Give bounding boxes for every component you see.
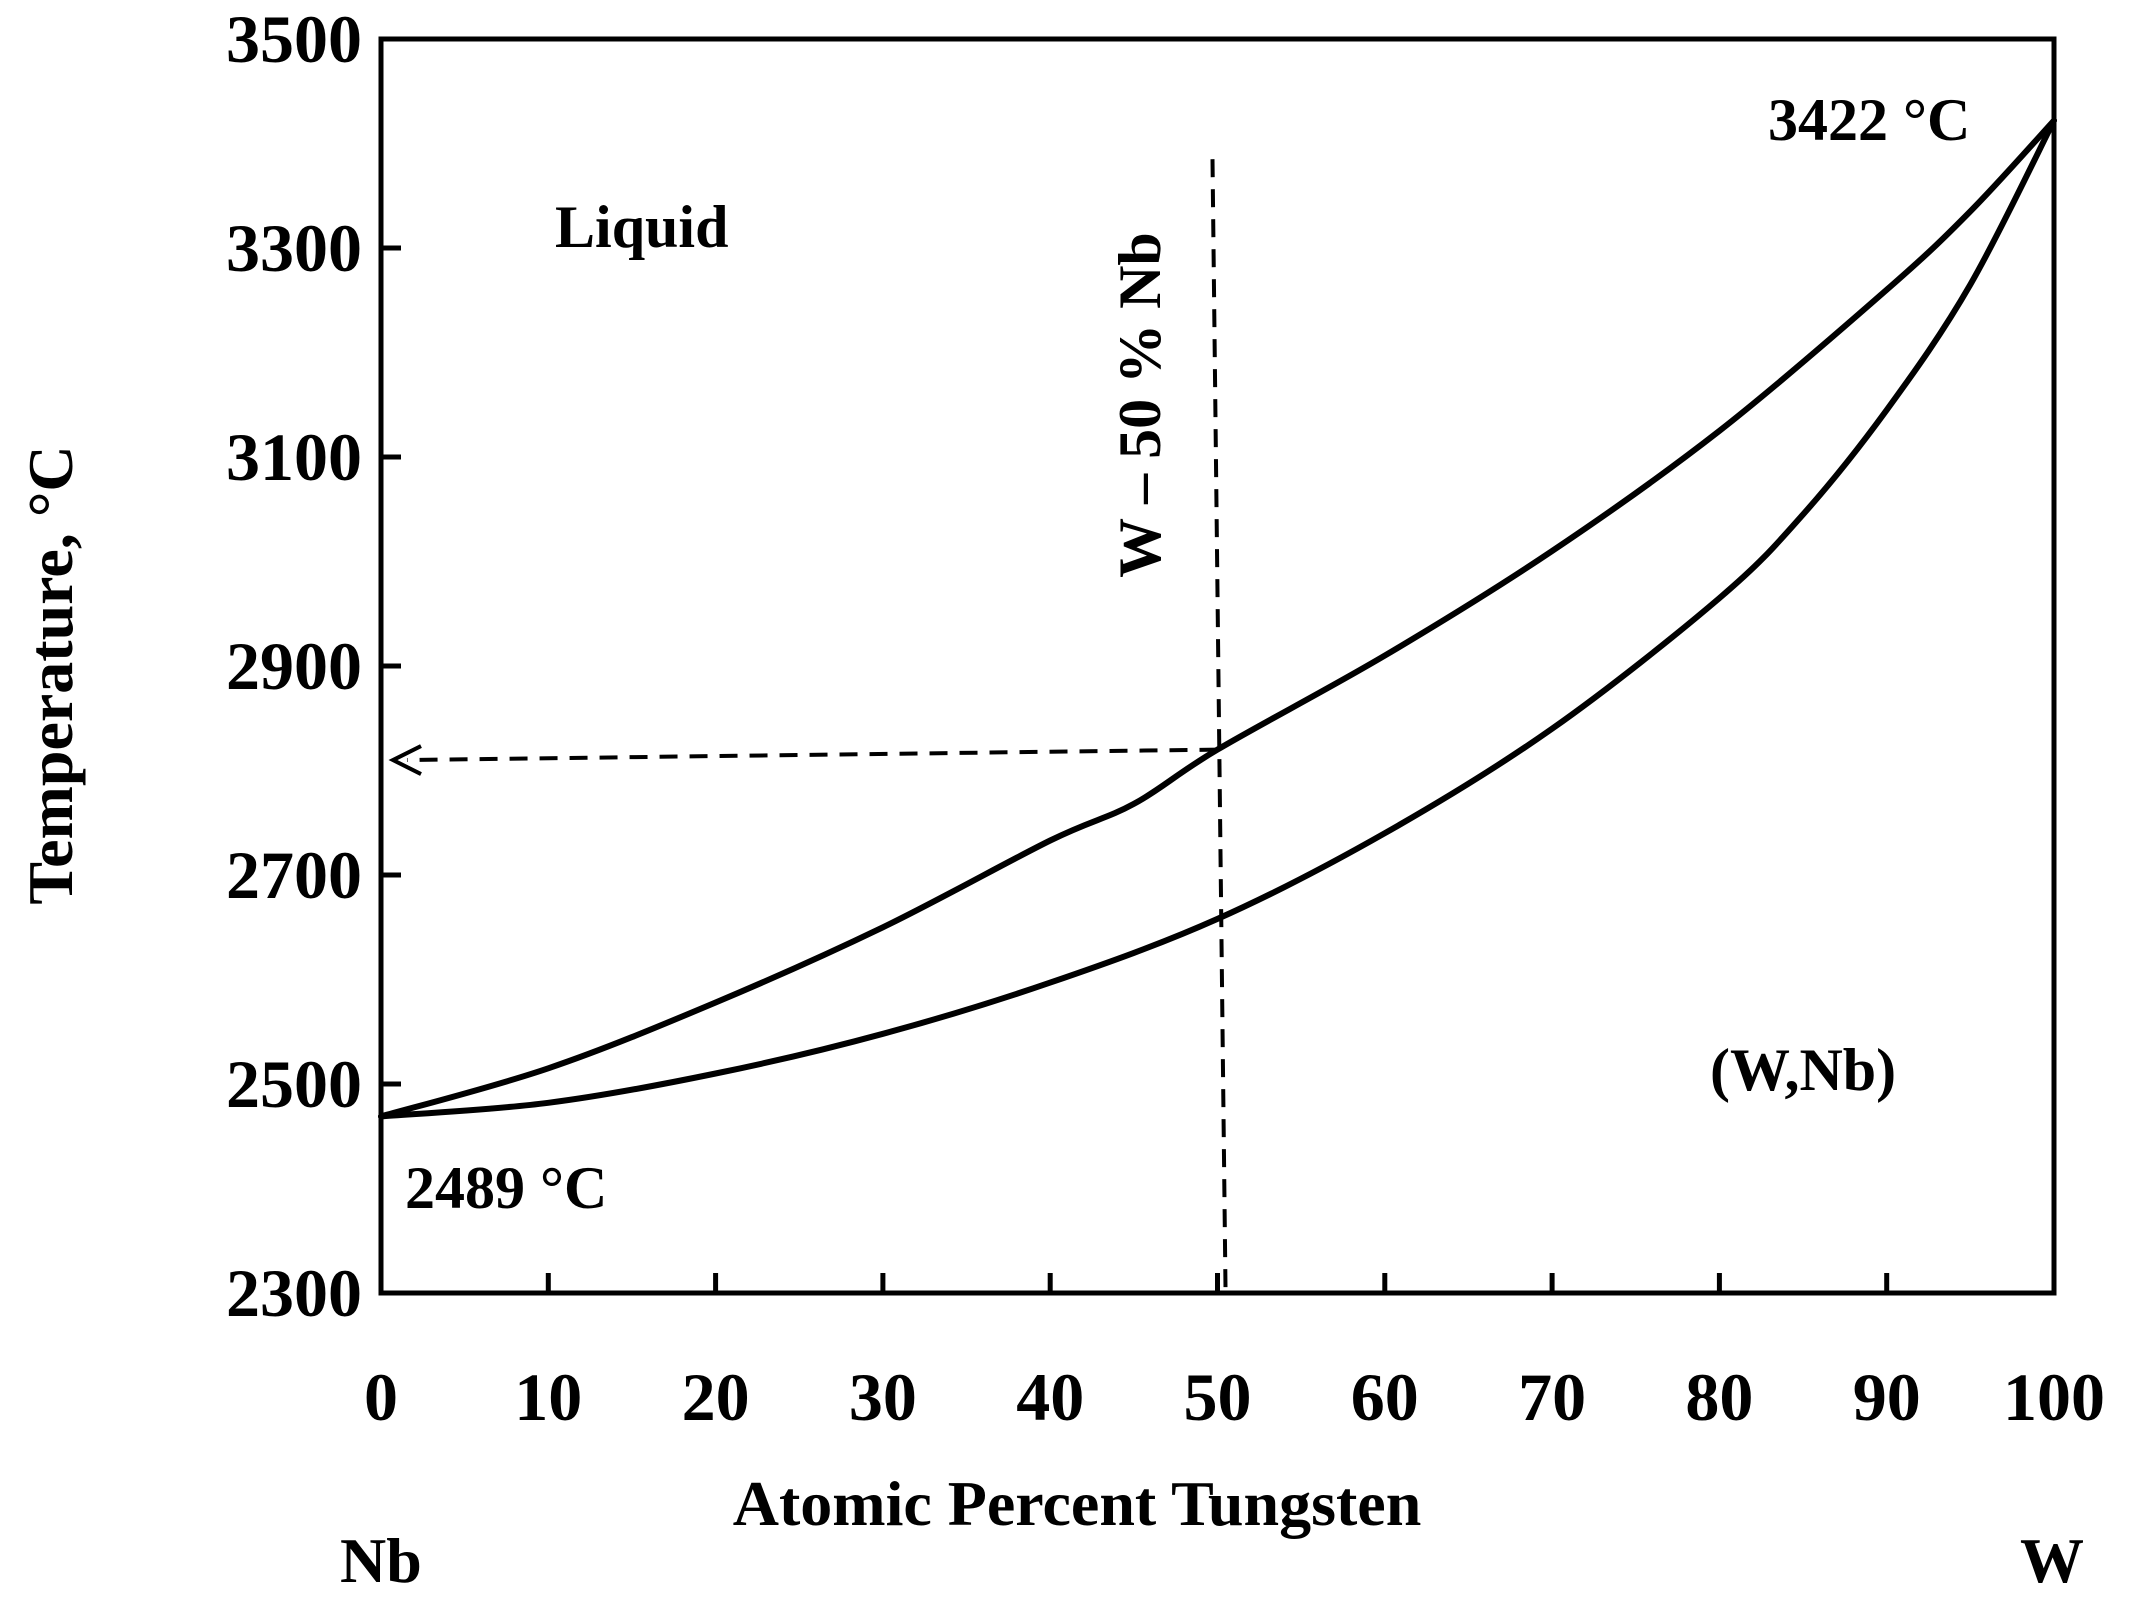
x-tick-label: 10: [514, 1359, 582, 1435]
composition-guide-line: [1210, 159, 1228, 1288]
liquidus-line: [378, 117, 2057, 1120]
x-tick-label: 20: [682, 1359, 750, 1435]
y-tick-label: 2700: [226, 837, 362, 913]
y-tick-label: 2300: [226, 1255, 362, 1331]
liquid-region-label: Liquid: [555, 194, 728, 260]
x-tick-label: 70: [1518, 1359, 1586, 1435]
y-axis-title: Temperature, °C: [15, 445, 86, 904]
left-element-label: Nb: [340, 1525, 422, 1596]
composition-label: W – 50 % Nb: [1107, 232, 1173, 578]
x-axis-title: Atomic Percent Tungsten: [733, 1468, 1422, 1539]
x-tick-label: 30: [849, 1359, 917, 1435]
x-ticks: 0 10 20 30 40 50 60 70 80 90 100: [364, 1273, 2105, 1435]
arrowhead-icon: [388, 744, 422, 776]
y-tick-label: 2900: [226, 628, 362, 704]
x-tick-label: 40: [1016, 1359, 1084, 1435]
solidus-line: [378, 117, 2057, 1120]
right-element-label: W: [2020, 1525, 2084, 1596]
x-tick-label: 80: [1685, 1359, 1753, 1435]
x-tick-label: 100: [2003, 1359, 2105, 1435]
y-tick-label: 3300: [226, 210, 362, 286]
y-tick-label: 3500: [226, 1, 362, 77]
y-tick-label: 3100: [226, 419, 362, 495]
tungsten-melting-point-label: 3422 °C: [1768, 87, 1970, 153]
x-tick-label: 0: [364, 1359, 398, 1435]
x-tick-label: 90: [1853, 1359, 1921, 1435]
temperature-guide-line: [406, 747, 1218, 763]
y-tick-label: 2500: [226, 1046, 362, 1122]
series-layer: [378, 117, 2057, 1120]
x-tick-label: 60: [1351, 1359, 1419, 1435]
x-tick-label: 50: [1184, 1359, 1252, 1435]
y-ticks: 2300 2500 2700 2900 3100 3300 3500: [226, 1, 401, 1331]
solid-region-label: (W,Nb): [1710, 1037, 1896, 1103]
niobium-melting-point-label: 2489 °C: [405, 1155, 607, 1221]
guide-layer: [388, 159, 1228, 1288]
